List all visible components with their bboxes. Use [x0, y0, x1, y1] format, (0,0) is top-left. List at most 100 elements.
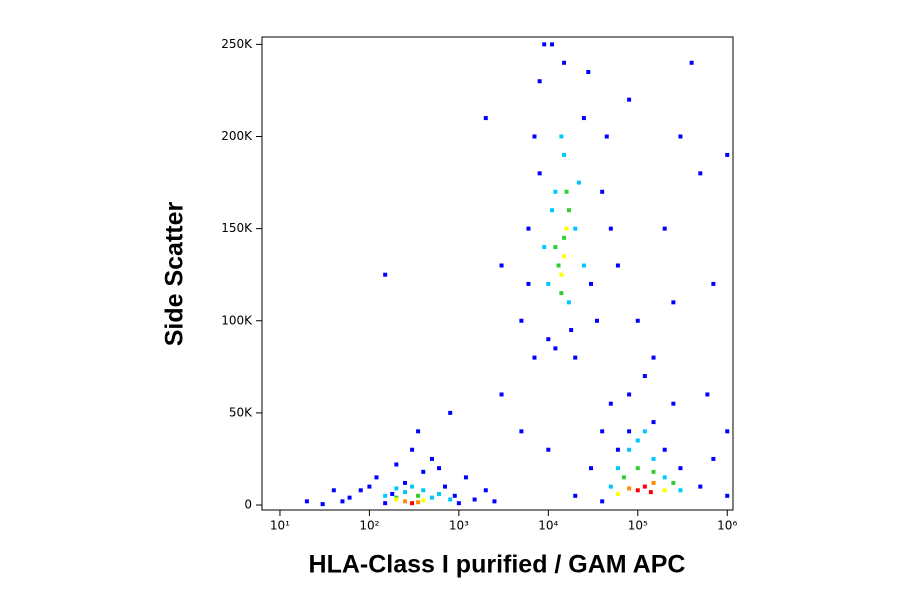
- y-tick-label: 200K: [221, 129, 253, 143]
- event-dot: [648, 490, 653, 495]
- event-dot: [347, 495, 352, 500]
- event-dot: [437, 491, 442, 496]
- event-dot: [627, 97, 632, 102]
- x-tick-label: 10⁵: [628, 519, 648, 533]
- event-dot: [581, 116, 586, 121]
- y-tick-label: 250K: [221, 37, 253, 51]
- event-dot: [448, 497, 453, 502]
- event-dot: [600, 429, 605, 434]
- event-dot: [448, 410, 453, 415]
- event-dot: [711, 281, 716, 286]
- x-axis-title: HLA-Class I purified / GAM APC: [309, 551, 686, 579]
- event-dot: [320, 502, 325, 507]
- event-dot: [526, 226, 531, 231]
- event-dot: [562, 254, 567, 259]
- event-dot: [662, 447, 667, 452]
- event-dot: [589, 466, 594, 471]
- event-dot: [416, 429, 421, 434]
- event-dot: [483, 116, 488, 121]
- event-dot: [559, 134, 564, 139]
- event-dot: [604, 134, 609, 139]
- event-dot: [550, 42, 555, 47]
- event-dot: [553, 245, 558, 250]
- event-dot: [304, 499, 309, 504]
- event-dot: [463, 475, 468, 480]
- event-dot: [403, 490, 408, 495]
- event-dot: [443, 484, 448, 489]
- event-dot: [725, 493, 730, 498]
- event-dot: [635, 318, 640, 323]
- event-dot: [410, 484, 415, 489]
- event-dot: [627, 392, 632, 397]
- event-dot: [698, 171, 703, 176]
- event-dot: [383, 501, 388, 506]
- event-dot: [499, 392, 504, 397]
- event-dot: [562, 152, 567, 157]
- event-dot: [573, 493, 578, 498]
- event-dot: [662, 226, 667, 231]
- event-dot: [589, 281, 594, 286]
- event-dot: [519, 318, 524, 323]
- event-dot: [559, 291, 564, 296]
- event-dot: [671, 480, 676, 485]
- x-tick-label: 10⁴: [538, 519, 558, 533]
- event-dot: [569, 327, 574, 332]
- event-dot: [642, 374, 647, 379]
- event-dot: [367, 484, 372, 489]
- event-dot: [532, 355, 537, 360]
- event-dot: [608, 401, 613, 406]
- event-dot: [573, 355, 578, 360]
- event-dot: [678, 488, 683, 493]
- event-dot: [689, 60, 694, 65]
- event-dot: [642, 429, 647, 434]
- event-dot: [537, 79, 542, 84]
- event-dot: [573, 226, 578, 231]
- event-dot: [499, 263, 504, 268]
- event-dot: [403, 499, 408, 504]
- event-dot: [526, 281, 531, 286]
- event-dot: [546, 337, 551, 342]
- plot-frame: [261, 36, 734, 511]
- event-dot: [374, 475, 379, 480]
- event-dot: [566, 300, 571, 305]
- event-dot: [615, 491, 620, 496]
- y-tick-label: 50K: [229, 405, 253, 419]
- event-dot: [410, 501, 415, 506]
- event-dot: [705, 392, 710, 397]
- event-dot: [537, 171, 542, 176]
- event-dot: [542, 42, 547, 47]
- event-dot: [642, 484, 647, 489]
- event-dot: [429, 456, 434, 461]
- event-dot: [635, 466, 640, 471]
- event-dot: [576, 180, 581, 185]
- event-dot: [340, 499, 345, 504]
- x-tick-label: 10³: [449, 519, 469, 533]
- event-dot: [394, 497, 399, 502]
- event-dot: [383, 272, 388, 277]
- event-dot: [546, 447, 551, 452]
- event-dot: [608, 226, 613, 231]
- event-dot: [546, 281, 551, 286]
- event-dot: [651, 456, 656, 461]
- event-dot: [421, 469, 426, 474]
- event-dot: [394, 486, 399, 491]
- event-dot: [635, 488, 640, 493]
- event-dot: [600, 189, 605, 194]
- event-dot: [456, 501, 461, 506]
- event-dot: [331, 488, 336, 493]
- event-dot: [383, 493, 388, 498]
- event-dot: [586, 70, 591, 75]
- event-dot: [635, 438, 640, 443]
- event-dot: [671, 401, 676, 406]
- event-dot: [410, 447, 415, 452]
- event-dot: [662, 488, 667, 493]
- event-dot: [627, 447, 632, 452]
- event-dot: [421, 488, 426, 493]
- y-tick-label: 100K: [221, 313, 253, 327]
- event-dot: [553, 346, 558, 351]
- event-dot: [671, 300, 676, 305]
- event-dot: [472, 497, 477, 502]
- event-dot: [394, 462, 399, 467]
- event-dot: [492, 499, 497, 504]
- event-dot: [532, 134, 537, 139]
